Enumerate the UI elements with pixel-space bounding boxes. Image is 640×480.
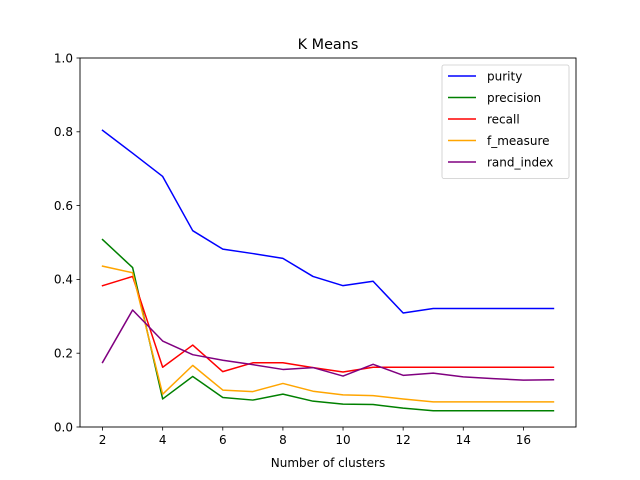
plot-frame: [79, 57, 577, 428]
y-tick-label: 0.0: [54, 420, 73, 434]
legend-label-recall: recall: [487, 112, 520, 126]
x-tick-label: 8: [279, 433, 287, 447]
legend-label-purity: purity: [487, 69, 522, 83]
x-tick-label: 10: [335, 433, 350, 447]
legend-box: [441, 64, 570, 179]
legend-label-precision: precision: [487, 91, 541, 105]
x-axis-label: Number of clusters: [271, 456, 385, 470]
x-tick-label: 14: [456, 433, 471, 447]
series-line-f-measure: [101, 265, 555, 403]
y-tick-label: 1.0: [54, 51, 73, 65]
y-tick-label: 0.6: [54, 199, 73, 213]
series-line-purity: [101, 129, 555, 314]
x-tick-label: 4: [159, 433, 167, 447]
x-tick-label: 16: [516, 433, 531, 447]
series-line-recall: [101, 275, 555, 373]
legend: purity precision recall f_measure rand_index: [441, 64, 570, 179]
x-tick-label: 6: [219, 433, 227, 447]
x-tick-label: 2: [99, 433, 107, 447]
series-line-rand-index: [101, 309, 555, 381]
y-axis: 0.0 0.2 0.4 0.6 0.8 1.0: [54, 51, 80, 434]
x-tick-label: 12: [396, 433, 411, 447]
x-axis: 2 4 6 8 10 12 14 16: [99, 427, 531, 447]
y-tick-label: 0.4: [54, 273, 73, 287]
y-tick-label: 0.2: [54, 347, 73, 361]
series-line-precision: [101, 238, 555, 412]
chart-title: K Means: [298, 37, 359, 53]
legend-label-rand-index: rand_index: [487, 155, 553, 169]
plot-lines: [101, 129, 555, 412]
y-tick-label: 0.8: [54, 125, 73, 139]
legend-label-f-measure: f_measure: [487, 134, 550, 148]
